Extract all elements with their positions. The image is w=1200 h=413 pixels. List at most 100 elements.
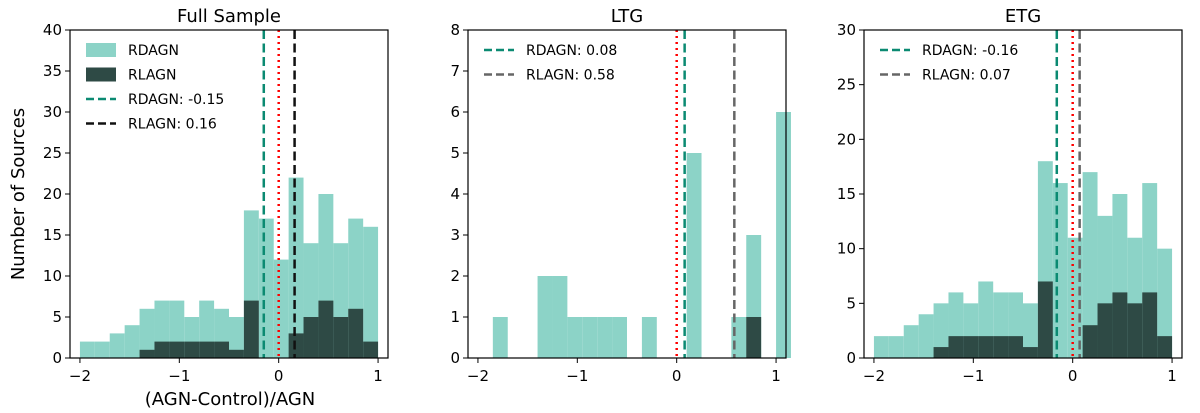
rlagn-bar xyxy=(363,341,379,358)
rlagn-bar xyxy=(1082,325,1098,358)
rlagn-bar xyxy=(1142,292,1158,358)
rlagn-bar xyxy=(1097,303,1113,358)
rdagn-bar xyxy=(258,218,274,358)
rdagn-bar xyxy=(873,336,889,358)
rlagn-bar xyxy=(978,336,994,358)
rdagn-bar xyxy=(918,314,934,358)
legend-swatch-rlagn xyxy=(86,67,116,82)
y-tick-label: 3 xyxy=(450,226,460,244)
x-tick-label: 0 xyxy=(1068,367,1078,385)
panel-full-sample: Full Sample−2 −1 0 10510152025303540RDAGNRL… xyxy=(43,6,389,385)
rdagn-bar xyxy=(94,341,110,358)
y-tick-label: 25 xyxy=(43,144,62,162)
rlagn-bar xyxy=(993,336,1009,358)
y-tick-label: 4 xyxy=(450,185,460,203)
rlagn-bar xyxy=(229,349,244,358)
legend-label: RLAGN: 0.07 xyxy=(922,68,1011,84)
legend: RDAGN: -0.16 RLAGN: 0.07 xyxy=(880,43,1018,84)
x-axis-label: (AGN-Control)/AGN xyxy=(145,389,316,410)
x-tick-label: −1 xyxy=(168,367,190,385)
rlagn-bar xyxy=(243,300,259,358)
y-tick-label: 25 xyxy=(837,76,856,94)
legend-label: RDAGN: -0.16 xyxy=(922,43,1018,59)
rlagn-bar xyxy=(948,336,964,358)
rdagn-bar xyxy=(79,341,95,358)
x-tick-label: 0 xyxy=(274,367,284,385)
rdagn-bar xyxy=(1082,172,1098,358)
rdagn-bar xyxy=(537,276,553,358)
y-tick-label: 20 xyxy=(43,185,62,203)
x-tick-label: 1 xyxy=(771,367,781,385)
legend-swatch-rdagn xyxy=(86,43,116,57)
legend-label: RDAGN: 0.08 xyxy=(526,43,617,59)
rlagn-bar xyxy=(1037,281,1053,358)
x-tick-label: −2 xyxy=(863,367,885,385)
y-tick-label: 10 xyxy=(837,240,856,258)
rlagn-bar xyxy=(199,341,215,358)
y-axis-label: Number of Sources xyxy=(8,108,29,280)
rlagn-bar xyxy=(1008,336,1023,358)
rdagn-bar xyxy=(686,153,702,358)
rlagn-bar xyxy=(169,341,185,358)
rlagn-bar xyxy=(1023,347,1038,358)
rlagn-bar xyxy=(1157,336,1173,358)
x-tick-label: −2 xyxy=(69,367,91,385)
rdagn-bar xyxy=(1052,183,1068,358)
rdagn-bar xyxy=(582,317,598,358)
rlagn-bar xyxy=(303,317,319,358)
legend-label: RLAGN: 0.16 xyxy=(128,117,217,133)
rlagn-bar xyxy=(746,317,762,358)
legend-label: RLAGN xyxy=(128,68,177,84)
y-tick-label: 6 xyxy=(450,103,460,121)
rdagn-bar xyxy=(124,325,140,358)
rdagn-bar xyxy=(641,317,657,358)
y-tick-label: 0 xyxy=(846,349,856,367)
rlagn-bar xyxy=(933,347,949,358)
x-tick-label: −2 xyxy=(467,367,489,385)
rdagn-bar xyxy=(933,303,949,358)
rdagn-bar xyxy=(273,259,289,358)
panel-title: LTG xyxy=(611,6,644,27)
legend-label: RDAGN xyxy=(128,43,179,59)
rdagn-bar xyxy=(552,276,568,358)
legend-label: RDAGN: -0.15 xyxy=(128,92,224,108)
y-tick-label: 30 xyxy=(43,103,62,121)
rlagn-bar xyxy=(214,341,229,358)
panel-ltg: LTG −2 −1 0 1 0 1 2 3 4 5 6 7 8 RDAGN: 0.08 RLAGN: 0.58 xyxy=(450,6,791,385)
rdagn-bar xyxy=(597,317,613,358)
y-tick-label: 15 xyxy=(43,226,62,244)
rdagn-bar xyxy=(229,317,244,358)
y-tick-label: 30 xyxy=(837,21,856,39)
x-tick-label: 1 xyxy=(373,367,383,385)
panel-title: Full Sample xyxy=(177,6,281,27)
y-tick-label: 0 xyxy=(450,349,460,367)
y-tick-label: 5 xyxy=(52,308,62,326)
rdagn-bar xyxy=(1157,248,1173,358)
y-tick-label: 15 xyxy=(837,185,856,203)
rlagn-bar xyxy=(1112,292,1128,358)
x-tick-label: 0 xyxy=(672,367,682,385)
rlagn-bar xyxy=(333,317,349,358)
rdagn-bar xyxy=(1067,237,1083,358)
legend: RDAGN: 0.08 RLAGN: 0.58 xyxy=(484,43,617,84)
rdagn-bar xyxy=(731,317,747,358)
rlagn-bar xyxy=(963,336,979,358)
rdagn-bar xyxy=(288,177,304,358)
legend: RDAGN RLAGN RDAGN: -0.15 RLAGN: 0.16 xyxy=(86,43,224,133)
rdagn-bar xyxy=(888,336,904,358)
rdagn-bar xyxy=(903,325,919,358)
rdagn-bar xyxy=(139,308,155,358)
y-tick-label: 5 xyxy=(846,294,856,312)
rlagn-bar xyxy=(1127,303,1143,358)
rdagn-bar xyxy=(612,317,627,358)
rlagn-bar xyxy=(348,308,364,358)
x-tick-label: −1 xyxy=(962,367,984,385)
legend-label: RLAGN: 0.58 xyxy=(526,68,615,84)
rlagn-bar xyxy=(318,300,334,358)
rdagn-bar xyxy=(567,317,583,358)
y-tick-label: 40 xyxy=(43,21,62,39)
y-tick-label: 1 xyxy=(450,308,460,326)
rlagn-bar xyxy=(184,341,200,358)
